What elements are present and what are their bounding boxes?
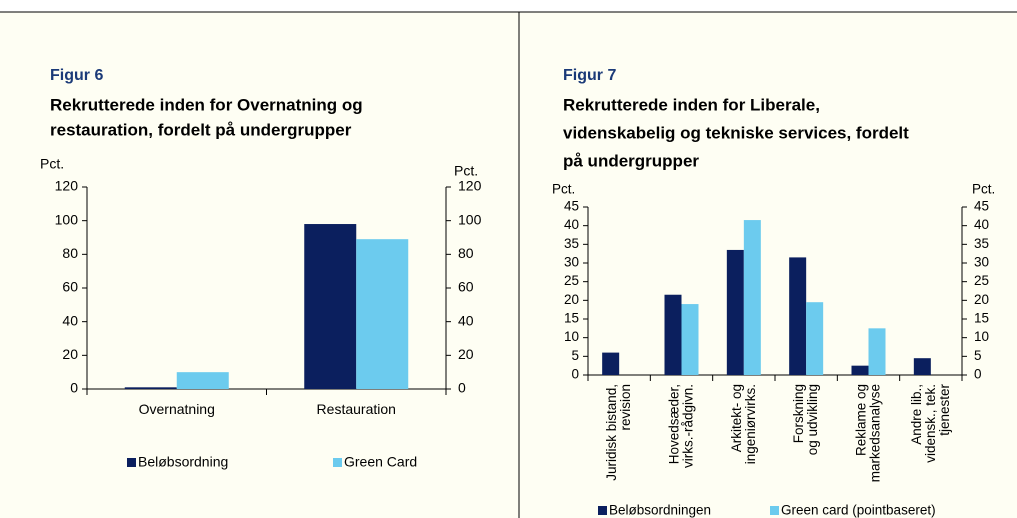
y2-tick-label: 35 xyxy=(974,236,989,251)
x-tick-label-line: Reklame og xyxy=(853,384,868,456)
y2-tick-label: 5 xyxy=(974,348,982,363)
y2-tick-label: 60 xyxy=(458,279,474,295)
bar xyxy=(176,372,229,389)
x-tick-label-line: Overnatning xyxy=(139,401,215,417)
legend-label: Green Card xyxy=(344,454,417,470)
chart-title: på undergrupper xyxy=(563,151,699,170)
x-tick-label-line: vidensk., tek. xyxy=(922,384,937,463)
y2-tick-label: 0 xyxy=(974,367,982,382)
x-tick-label-line: virks.-rådgivn. xyxy=(680,384,695,468)
figure-label: Figur 7 xyxy=(563,67,616,84)
bar xyxy=(304,224,357,389)
bar xyxy=(664,294,682,375)
legend-label: Beløbsordningen xyxy=(609,503,711,518)
y2-tick-label: 40 xyxy=(974,217,989,232)
chart-title: videnskabelig og tekniske services, ford… xyxy=(563,123,909,142)
legend-swatch xyxy=(598,506,607,515)
x-tick-label-line: tjenester xyxy=(936,383,951,435)
x-tick-label-line: og udvikling xyxy=(805,384,820,455)
x-tick-label-line: revision xyxy=(618,384,633,431)
y-tick-label: 35 xyxy=(564,236,579,251)
bar xyxy=(789,257,807,375)
y2-axis-label: Pct. xyxy=(972,182,995,197)
y2-tick-label: 40 xyxy=(458,312,474,328)
x-tick-label-line: Restauration xyxy=(317,401,396,417)
y-tick-label: 20 xyxy=(62,346,78,362)
y-tick-label: 0 xyxy=(571,367,579,382)
chart-title: Rekrutterede inden for Liberale, xyxy=(563,95,820,114)
x-tick-label: Juridisk bistand,revision xyxy=(604,384,633,481)
y2-tick-label: 20 xyxy=(458,346,474,362)
x-tick-label-line: Juridisk bistand, xyxy=(604,384,619,481)
bar xyxy=(124,387,177,389)
y-tick-label: 120 xyxy=(55,178,79,194)
y-tick-label: 15 xyxy=(564,311,579,326)
y-tick-label: 5 xyxy=(571,348,579,363)
y-tick-label: 45 xyxy=(564,199,579,214)
legend-swatch xyxy=(127,458,136,467)
x-tick-label: Andre lib.,vidensk., tek.tjenester xyxy=(908,383,951,462)
y-tick-label: 60 xyxy=(62,279,78,295)
x-tick-label: Restauration xyxy=(317,401,396,417)
x-tick-label-line: Hovedsæder, xyxy=(666,384,681,464)
y2-tick-label: 100 xyxy=(458,211,482,227)
y-tick-label: 40 xyxy=(564,217,579,232)
legend-label: Beløbsordning xyxy=(138,454,228,470)
y-tick-label: 100 xyxy=(55,211,79,227)
y2-tick-label: 15 xyxy=(974,311,989,326)
bar xyxy=(868,328,886,375)
y2-tick-label: 25 xyxy=(974,273,989,288)
y2-tick-label: 30 xyxy=(974,255,989,270)
x-tick-label: Forskningog udvikling xyxy=(791,384,820,455)
y2-tick-label: 0 xyxy=(458,380,466,396)
x-tick-label: Arkitekt- ogingeniørvirks. xyxy=(728,384,757,464)
y2-tick-label: 10 xyxy=(974,329,989,344)
bar xyxy=(851,365,869,375)
legend-swatch xyxy=(770,506,779,515)
background xyxy=(0,12,1017,518)
legend-label: Green card (pointbaseret) xyxy=(781,503,936,518)
x-tick-label: Overnatning xyxy=(139,401,215,417)
y-tick-label: 10 xyxy=(564,329,579,344)
chart-title: restauration, fordelt på undergrupper xyxy=(50,120,352,139)
y-tick-label: 30 xyxy=(564,255,579,270)
bar xyxy=(602,352,620,375)
bar xyxy=(681,304,699,375)
bar xyxy=(743,220,761,375)
x-tick-label-line: Andre lib., xyxy=(908,384,923,445)
x-tick-label-line: Forskning xyxy=(791,384,806,443)
x-tick-label-line: markedsanalyse xyxy=(867,384,882,482)
y-tick-label: 20 xyxy=(564,292,579,307)
legend-swatch xyxy=(333,458,342,467)
y-axis-label: Pct. xyxy=(552,182,575,197)
x-tick-label-line: Arkitekt- og xyxy=(728,384,743,452)
y2-tick-label: 45 xyxy=(974,199,989,214)
x-tick-label-line: ingeniørvirks. xyxy=(742,384,757,464)
bar xyxy=(806,302,824,375)
y2-tick-label: 80 xyxy=(458,245,474,261)
y2-tick-label: 120 xyxy=(458,178,482,194)
y-tick-label: 80 xyxy=(62,245,78,261)
y-axis-label: Pct. xyxy=(40,156,64,172)
bar xyxy=(726,249,744,375)
bar xyxy=(913,358,931,375)
y-tick-label: 40 xyxy=(62,312,78,328)
y-tick-label: 0 xyxy=(70,380,78,396)
y-tick-label: 25 xyxy=(564,273,579,288)
bar xyxy=(356,239,409,389)
x-tick-label: Hovedsæder,virks.-rådgivn. xyxy=(666,384,695,468)
chart-title: Rekrutterede inden for Overnatning og xyxy=(50,95,363,114)
y2-axis-label: Pct. xyxy=(454,163,478,179)
y2-tick-label: 20 xyxy=(974,292,989,307)
figure-label: Figur 6 xyxy=(50,67,103,84)
x-tick-label: Reklame ogmarkedsanalyse xyxy=(853,384,882,482)
